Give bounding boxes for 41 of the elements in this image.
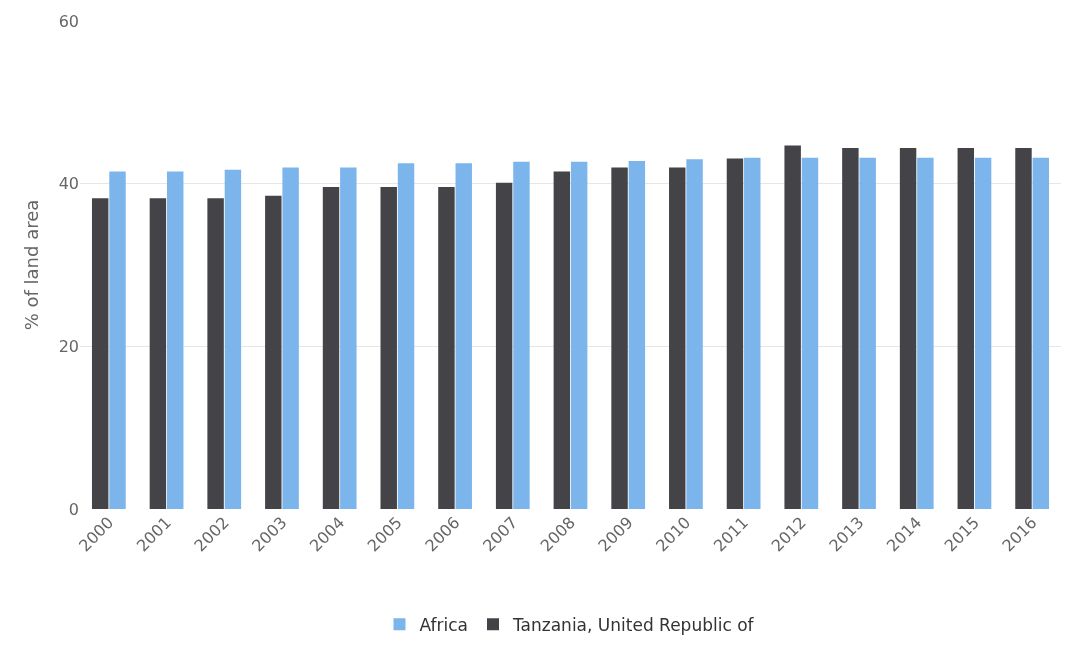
bar bbox=[801, 157, 819, 509]
bar bbox=[842, 147, 859, 509]
bar bbox=[1015, 147, 1032, 509]
y-tick-label: 60 bbox=[58, 11, 79, 31]
bar bbox=[553, 171, 571, 509]
bar bbox=[495, 182, 513, 509]
bar bbox=[611, 167, 628, 509]
bar bbox=[397, 163, 415, 509]
bar bbox=[166, 171, 184, 509]
bar bbox=[455, 163, 472, 509]
bar bbox=[340, 167, 357, 509]
bar bbox=[224, 169, 242, 509]
y-tick-label: 0 bbox=[68, 499, 79, 519]
bar bbox=[91, 198, 109, 509]
y-tick-label: 40 bbox=[58, 174, 79, 194]
bar bbox=[686, 159, 703, 509]
bar bbox=[899, 147, 917, 509]
bar bbox=[628, 160, 646, 509]
bar bbox=[282, 167, 299, 509]
bar bbox=[957, 147, 975, 509]
bar bbox=[744, 157, 761, 509]
legend-label: Africa bbox=[419, 614, 468, 635]
bar bbox=[669, 167, 686, 509]
bar bbox=[570, 161, 588, 509]
bar bbox=[265, 195, 282, 509]
bar bbox=[109, 171, 126, 509]
bar bbox=[380, 186, 397, 509]
y-axis-title: % of land area bbox=[20, 199, 42, 331]
bar bbox=[207, 198, 224, 509]
y-tick-label: 20 bbox=[58, 336, 79, 356]
bar bbox=[726, 158, 744, 509]
legend-label: Tanzania, United Republic of bbox=[512, 614, 755, 635]
bar bbox=[322, 186, 340, 509]
bar bbox=[1032, 157, 1050, 509]
bar bbox=[784, 145, 801, 509]
bar bbox=[859, 157, 876, 509]
bar bbox=[149, 198, 167, 509]
bar bbox=[438, 186, 455, 509]
bar bbox=[974, 157, 992, 509]
bar bbox=[513, 161, 530, 509]
bar bbox=[917, 157, 934, 509]
